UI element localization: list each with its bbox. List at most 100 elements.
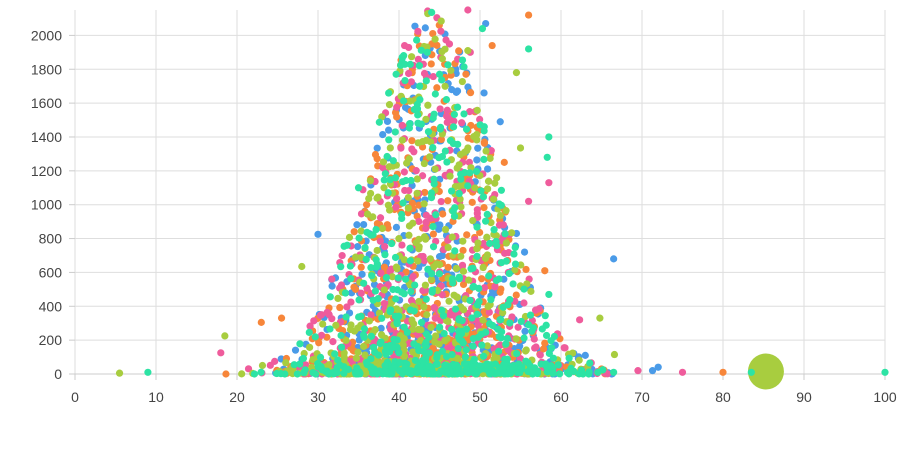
data-point — [428, 288, 436, 296]
data-point — [451, 247, 459, 255]
data-point — [512, 335, 520, 343]
data-point — [217, 349, 225, 357]
data-point — [442, 95, 451, 104]
data-point — [436, 323, 444, 331]
data-point — [405, 155, 413, 163]
data-point — [340, 369, 348, 377]
data-point — [459, 267, 468, 275]
data-point — [450, 212, 459, 220]
data-point — [493, 174, 501, 182]
data-point — [352, 253, 360, 261]
data-point — [468, 314, 476, 322]
data-point — [340, 349, 348, 357]
data-point — [395, 235, 403, 243]
data-point — [428, 8, 436, 17]
data-point — [459, 246, 467, 255]
data-point — [495, 200, 503, 208]
data-point — [529, 370, 537, 378]
data-point — [340, 242, 348, 250]
data-point — [500, 158, 508, 166]
data-point — [410, 148, 418, 156]
data-point — [425, 349, 433, 357]
data-point — [474, 367, 482, 375]
data-point — [489, 195, 498, 203]
data-point — [401, 103, 410, 112]
data-point — [355, 296, 363, 304]
data-point — [444, 317, 452, 326]
data-point — [355, 313, 363, 321]
data-point — [329, 338, 337, 346]
data-point — [397, 144, 405, 152]
data-point — [271, 357, 279, 365]
data-point — [490, 226, 498, 234]
data-point — [458, 119, 466, 127]
data-point — [509, 280, 517, 288]
data-point — [469, 264, 477, 272]
data-point — [250, 370, 259, 378]
data-point — [429, 29, 437, 38]
data-point — [389, 343, 397, 352]
data-point — [400, 323, 408, 331]
data-point — [594, 368, 602, 376]
data-point — [332, 321, 340, 329]
data-point — [115, 369, 124, 377]
data-point — [455, 273, 463, 281]
data-point — [336, 303, 344, 312]
data-point — [462, 125, 471, 133]
data-point — [545, 349, 553, 358]
data-point — [445, 370, 453, 378]
data-point — [503, 334, 511, 343]
data-point — [480, 155, 488, 163]
data-point — [447, 325, 456, 333]
data-point — [425, 333, 433, 341]
data-point — [478, 25, 487, 33]
data-point — [479, 239, 488, 248]
data-point — [314, 230, 322, 238]
data-point — [466, 89, 475, 97]
data-point — [508, 229, 516, 237]
data-point — [466, 296, 474, 304]
data-point — [747, 368, 755, 376]
data-point — [517, 317, 525, 326]
data-point — [357, 289, 365, 297]
data-point — [399, 178, 407, 186]
data-point — [545, 179, 553, 187]
data-point — [351, 285, 360, 293]
data-point — [455, 189, 463, 198]
data-point — [576, 316, 584, 324]
data-point — [432, 237, 440, 245]
data-point — [431, 314, 439, 322]
data-point — [451, 305, 460, 313]
data-point — [427, 189, 436, 197]
data-point — [393, 336, 401, 344]
data-point — [400, 352, 409, 360]
data-point — [492, 237, 500, 246]
data-point — [431, 165, 439, 173]
data-point — [431, 90, 439, 98]
data-point — [424, 128, 433, 136]
data-point — [486, 154, 494, 162]
data-point — [545, 290, 553, 299]
data-point — [429, 72, 437, 81]
data-point — [317, 363, 325, 371]
data-point — [577, 366, 586, 374]
data-point — [429, 230, 438, 238]
data-point — [441, 225, 450, 234]
data-point — [504, 301, 512, 309]
data-point — [367, 263, 375, 272]
x-tick-label: 30 — [310, 389, 326, 405]
data-point — [376, 237, 384, 245]
data-point — [393, 195, 401, 203]
data-point — [486, 370, 494, 378]
data-point — [438, 55, 446, 63]
data-point — [378, 314, 386, 322]
data-point — [497, 285, 505, 293]
x-tick-label: 20 — [229, 389, 245, 405]
data-point — [548, 344, 556, 352]
data-point — [359, 342, 368, 351]
data-point — [453, 293, 461, 301]
data-point — [388, 239, 396, 248]
data-point — [407, 78, 415, 86]
data-point — [429, 114, 437, 122]
data-point — [479, 193, 488, 201]
